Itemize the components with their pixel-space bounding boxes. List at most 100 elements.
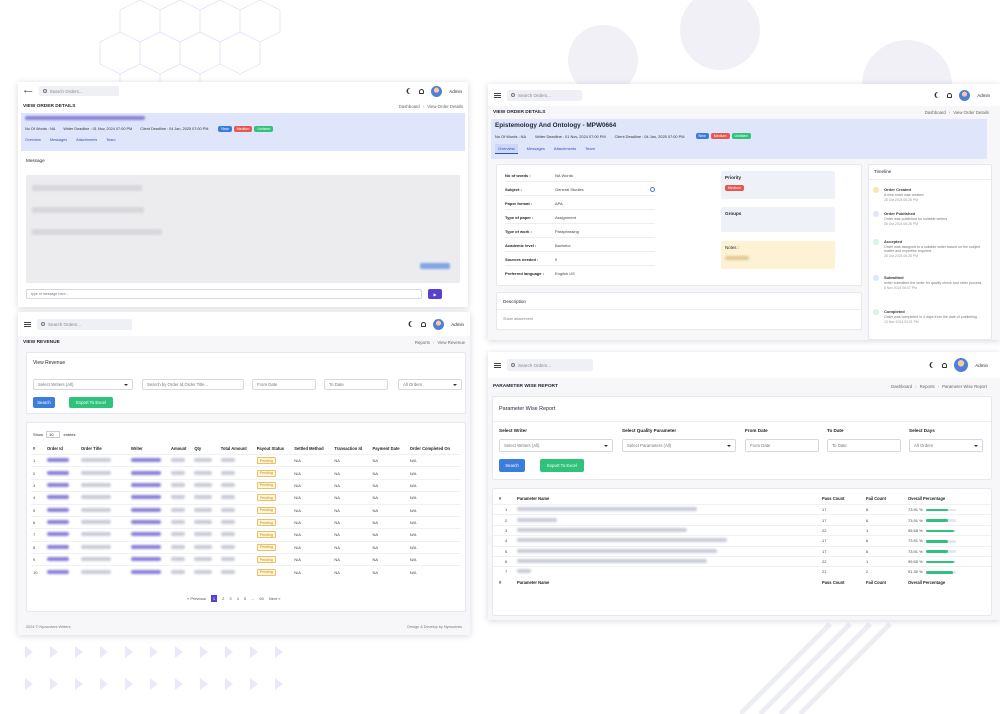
pagination-page-active[interactable]: 1	[210, 595, 218, 602]
pagination-page[interactable]: 5	[243, 596, 247, 601]
tab-team[interactable]: Team	[585, 146, 595, 151]
column-header[interactable]: Fail Count	[866, 496, 887, 501]
timeline-label: Timeline	[874, 169, 892, 174]
dark-mode-icon[interactable]	[410, 321, 416, 327]
table-cell-redacted	[45, 478, 79, 492]
to-date-input[interactable]: To Date	[324, 379, 388, 390]
tab-attachments[interactable]: Attachments	[553, 146, 577, 151]
tab-team[interactable]: Team	[106, 138, 116, 142]
column-header[interactable]: Total Amount	[220, 446, 247, 451]
user-name[interactable]: Admin	[449, 88, 462, 94]
dark-mode-icon[interactable]	[936, 92, 942, 98]
menu-icon[interactable]	[494, 362, 501, 368]
table-cell: N/A	[407, 491, 461, 504]
menu-icon[interactable]	[494, 92, 501, 98]
user-name[interactable]: Admin	[451, 321, 464, 327]
pagination-page[interactable]: 4	[236, 596, 239, 601]
pagination-page[interactable]: 60	[259, 596, 264, 601]
table-cell: N/A	[292, 491, 333, 504]
pagination-page[interactable]: 2	[222, 596, 225, 601]
search-button[interactable]: Search	[33, 397, 55, 408]
percentage-bar	[925, 550, 956, 553]
payout-status-badge: Pending	[256, 481, 276, 489]
notification-bell-icon[interactable]	[947, 92, 953, 98]
info-icon[interactable]	[650, 186, 655, 192]
tab-messages[interactable]: Messages	[526, 146, 545, 151]
table-cell: 9	[31, 552, 45, 566]
entries-select[interactable]: 10	[46, 431, 61, 438]
column-header[interactable]: Overall Percentage	[908, 496, 946, 501]
avatar[interactable]	[959, 89, 971, 101]
column-header[interactable]: Pass Count	[822, 496, 845, 501]
export-excel-button[interactable]: Export To Excel	[69, 397, 113, 408]
redacted-value	[81, 482, 111, 487]
search-icon	[511, 93, 515, 97]
table-cell: Pending	[254, 515, 293, 529]
table-cell-redacted	[129, 491, 169, 504]
back-arrow-icon[interactable]: ⟵	[24, 88, 33, 95]
table-row: 3 22 1 95.65 %	[493, 524, 991, 536]
days-select[interactable]: All Orders	[909, 439, 983, 452]
avatar[interactable]	[433, 318, 445, 330]
column-header[interactable]: Writer	[131, 446, 143, 451]
tab-messages[interactable]: Messages	[49, 138, 68, 142]
search-button[interactable]: Search	[499, 459, 525, 472]
column-header[interactable]: Transaction Id	[334, 446, 363, 451]
table-cell: N/A	[407, 528, 461, 542]
bg-circle	[568, 25, 638, 95]
notes-label: Notes :	[725, 245, 739, 250]
tab-overview[interactable]: Overview	[25, 138, 41, 142]
quality-parameter-select[interactable]: Select Parameters (All)	[622, 439, 736, 452]
tab-overview[interactable]: Overview	[495, 144, 518, 154]
redacted-value	[131, 482, 161, 487]
dark-mode-icon[interactable]	[931, 362, 937, 368]
pagination-next[interactable]: Next »	[268, 596, 281, 601]
to-date-input[interactable]: To Date	[827, 439, 901, 452]
notification-bell-icon[interactable]	[419, 88, 425, 94]
order-search-input[interactable]: Search by Order Id,Order Title...	[142, 379, 244, 390]
search-input[interactable]: Search Orders...	[507, 359, 593, 371]
column-header[interactable]: Qty	[194, 446, 202, 451]
avatar[interactable]	[431, 85, 443, 97]
search-input[interactable]: Search Orders...	[38, 86, 119, 96]
priority-box: Priority Medium	[721, 171, 835, 199]
column-header[interactable]: Order Title	[81, 446, 102, 451]
column-header[interactable]: Amount	[171, 446, 187, 451]
writer-select[interactable]: Select Writers (All)	[33, 379, 133, 390]
column-header[interactable]: Settled Method	[294, 446, 324, 451]
column-header[interactable]: Order Id	[47, 446, 63, 451]
order-tabs: Overview Messages Attachments Team	[495, 144, 983, 154]
avatar[interactable]	[954, 358, 969, 372]
search-input[interactable]: Search Orders...	[37, 318, 132, 330]
user-name[interactable]: Admin	[975, 362, 988, 368]
table-cell-redacted	[129, 478, 169, 492]
message-input[interactable]: type of message here...	[26, 289, 422, 299]
send-button[interactable]: ▶	[428, 289, 442, 299]
column-header[interactable]: Payment Date	[372, 446, 400, 451]
table-row: 5 17 6 73.91 %	[493, 545, 991, 557]
table-cell-redacted	[129, 540, 169, 554]
writer-select[interactable]: Select Writers (All)	[499, 439, 613, 452]
table-cell-redacted	[45, 552, 79, 566]
column-header[interactable]: Order Completed On	[409, 446, 451, 451]
export-excel-button[interactable]: Export To Excel	[540, 459, 584, 472]
notification-bell-icon[interactable]	[421, 321, 427, 327]
payout-status-badge: Pending	[256, 506, 276, 514]
user-name[interactable]: Admin	[977, 92, 990, 98]
table-cell: N/A	[292, 478, 333, 492]
orders-select[interactable]: All Orders	[398, 379, 462, 390]
column-header[interactable]: Payout Status	[256, 446, 285, 451]
pagination-page[interactable]: 3	[229, 596, 232, 601]
pagination-previous[interactable]: « Previous	[187, 596, 206, 601]
tab-attachments[interactable]: Attachments	[76, 138, 98, 142]
table-row: 1 17 6 73.91 %	[493, 503, 991, 515]
listing-badge: Unlisted	[731, 133, 751, 139]
column-header[interactable]: Parameter Name	[517, 496, 550, 501]
notification-bell-icon[interactable]	[942, 362, 948, 368]
from-date-input[interactable]: From Date	[252, 379, 316, 390]
search-input[interactable]: Search Orders...	[507, 89, 582, 101]
redacted-value	[517, 507, 697, 512]
dark-mode-icon[interactable]	[408, 88, 414, 94]
from-date-input[interactable]: From Date	[745, 439, 819, 452]
menu-icon[interactable]	[24, 321, 31, 327]
